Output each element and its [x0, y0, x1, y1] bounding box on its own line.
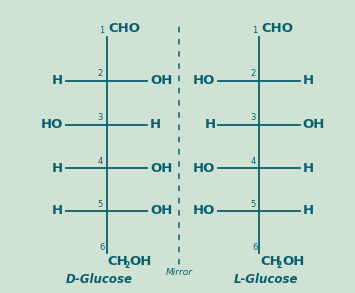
Text: CH: CH: [108, 255, 128, 268]
Text: H: H: [52, 162, 63, 175]
Text: OH: OH: [282, 255, 305, 268]
Text: CHO: CHO: [108, 22, 140, 35]
Text: H: H: [52, 74, 63, 87]
Text: 1: 1: [99, 26, 105, 35]
Text: HO: HO: [40, 118, 63, 131]
Text: 5: 5: [98, 200, 103, 209]
Text: 2: 2: [124, 261, 129, 270]
Text: Mirror: Mirror: [166, 268, 193, 277]
Text: HO: HO: [193, 205, 215, 217]
Text: H: H: [204, 118, 215, 131]
Text: HO: HO: [193, 74, 215, 87]
Text: H: H: [303, 74, 314, 87]
Text: 2: 2: [98, 69, 103, 78]
Text: 6: 6: [252, 243, 257, 252]
Text: OH: OH: [303, 118, 325, 131]
Text: H: H: [150, 118, 161, 131]
Text: CH: CH: [260, 255, 281, 268]
Text: 3: 3: [250, 113, 256, 122]
Text: H: H: [52, 205, 63, 217]
Text: OH: OH: [130, 255, 152, 268]
Text: OH: OH: [150, 74, 173, 87]
Text: 2: 2: [250, 69, 256, 78]
Text: 2: 2: [277, 261, 282, 270]
Text: H: H: [303, 205, 314, 217]
Text: D-Glucose: D-Glucose: [66, 273, 133, 286]
Text: 1: 1: [252, 26, 257, 35]
Text: L-Glucose: L-Glucose: [234, 273, 299, 286]
Text: 3: 3: [98, 113, 103, 122]
Text: CHO: CHO: [261, 22, 293, 35]
Text: OH: OH: [150, 205, 173, 217]
Text: 4: 4: [250, 157, 256, 166]
Text: 6: 6: [99, 243, 105, 252]
Text: OH: OH: [150, 162, 173, 175]
Text: 4: 4: [98, 157, 103, 166]
Text: 5: 5: [250, 200, 256, 209]
Text: HO: HO: [193, 162, 215, 175]
Text: H: H: [303, 162, 314, 175]
